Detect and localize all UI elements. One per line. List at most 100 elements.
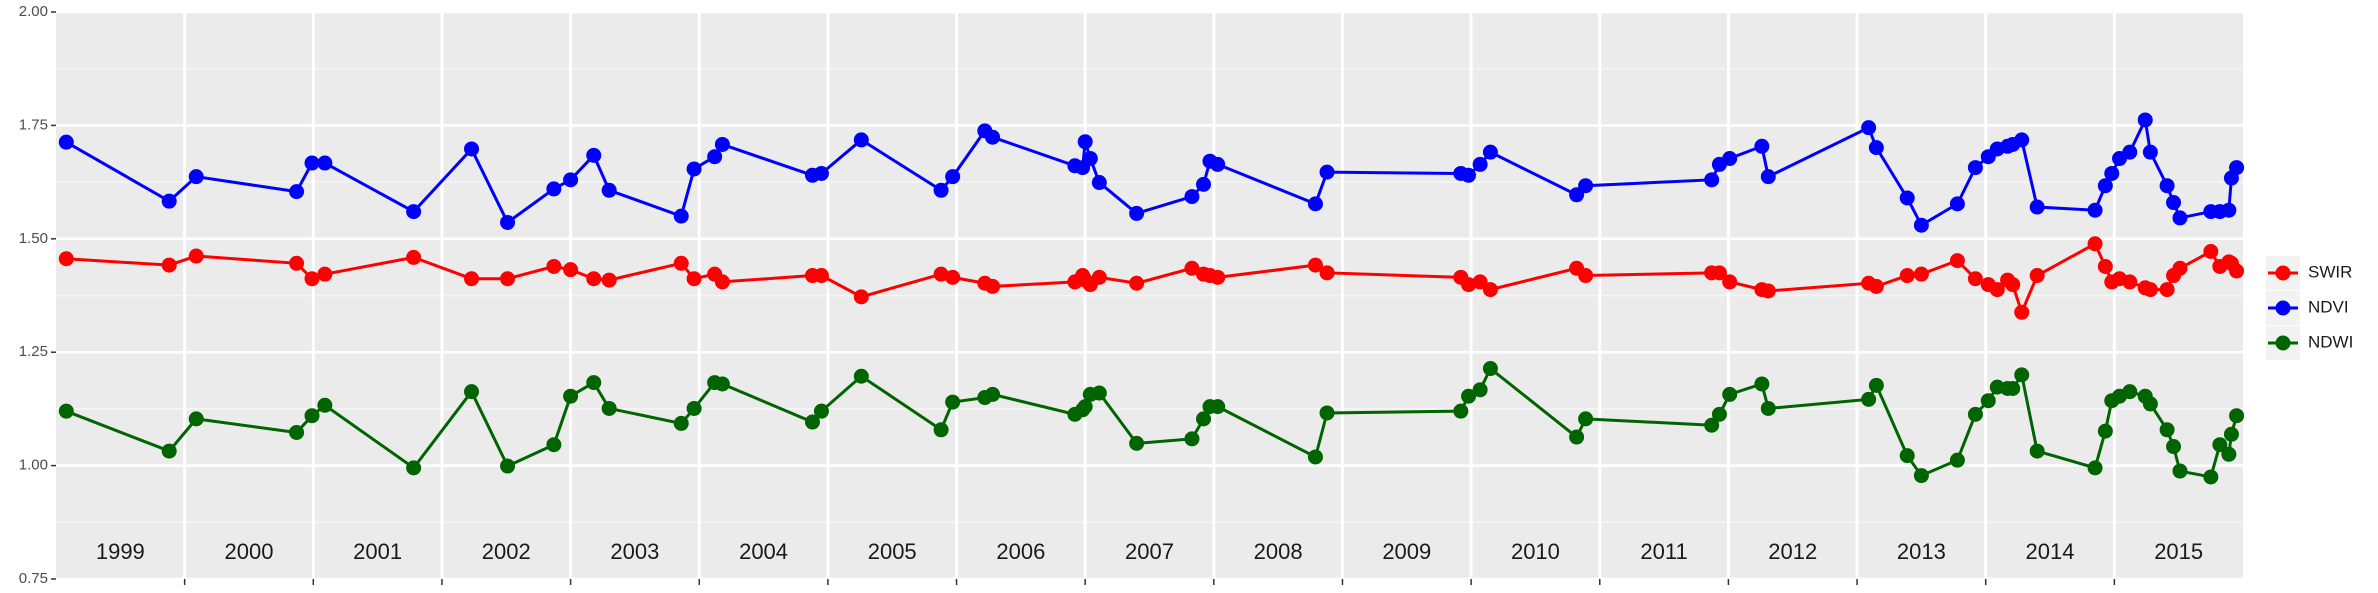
- data-point: [813, 403, 829, 419]
- data-point: [546, 437, 562, 453]
- data-point: [546, 181, 562, 197]
- data-point: [1569, 429, 1585, 445]
- year-label: 2014: [2026, 539, 2075, 564]
- data-point: [58, 251, 74, 267]
- data-point: [2014, 132, 2030, 148]
- data-point: [1319, 164, 1335, 180]
- data-point: [2142, 396, 2158, 412]
- data-point: [161, 257, 177, 273]
- data-point: [2229, 263, 2245, 279]
- data-point: [601, 400, 617, 416]
- data-point: [2104, 165, 2120, 181]
- year-label: 2004: [739, 539, 788, 564]
- data-point: [1967, 406, 1983, 422]
- data-point: [2142, 282, 2158, 298]
- data-point: [601, 182, 617, 198]
- data-point: [1196, 411, 1212, 427]
- data-point: [1722, 386, 1738, 402]
- data-point: [586, 147, 602, 163]
- data-point: [500, 214, 516, 230]
- data-point: [985, 386, 1001, 402]
- data-point: [1461, 167, 1477, 183]
- data-point: [1307, 257, 1323, 273]
- data-point: [1196, 176, 1212, 192]
- data-point: [2159, 282, 2175, 298]
- data-point: [161, 193, 177, 209]
- data-point: [2142, 144, 2158, 160]
- data-point: [985, 278, 1001, 294]
- data-point: [586, 271, 602, 287]
- data-point: [304, 271, 320, 287]
- data-point: [1319, 265, 1335, 281]
- data-point: [673, 415, 689, 431]
- data-point: [2203, 244, 2219, 260]
- data-point: [2221, 202, 2237, 218]
- data-point: [686, 271, 702, 287]
- data-point: [2122, 384, 2138, 400]
- year-label: 2007: [1125, 539, 1174, 564]
- data-point: [1482, 282, 1498, 298]
- data-point: [1899, 190, 1915, 206]
- data-point: [945, 169, 961, 185]
- data-point: [2223, 426, 2239, 442]
- data-point: [1899, 268, 1915, 284]
- data-point: [1949, 196, 1965, 212]
- data-point: [813, 165, 829, 181]
- data-point: [1077, 134, 1093, 150]
- y-tick-label: 2.00: [19, 3, 48, 20]
- data-point: [2212, 437, 2228, 453]
- year-label: 2012: [1768, 539, 1817, 564]
- data-point: [2159, 178, 2175, 194]
- data-point: [2029, 268, 2045, 284]
- data-point: [1861, 120, 1877, 136]
- year-label: 2001: [353, 539, 402, 564]
- year-label: 2000: [224, 539, 273, 564]
- data-point: [1578, 411, 1594, 427]
- data-point: [1482, 361, 1498, 377]
- year-label: 1999: [96, 539, 145, 564]
- data-point: [1129, 205, 1145, 221]
- data-point: [406, 249, 422, 265]
- data-point: [2014, 367, 2030, 383]
- data-point: [1210, 269, 1226, 285]
- data-point: [1899, 448, 1915, 464]
- data-point: [601, 272, 617, 288]
- data-point: [2122, 274, 2138, 290]
- data-point: [1861, 391, 1877, 407]
- data-point: [2172, 210, 2188, 226]
- data-point: [1760, 283, 1776, 299]
- year-label: 2002: [482, 539, 531, 564]
- data-point: [1091, 269, 1107, 285]
- year-label: 2011: [1640, 539, 1687, 564]
- year-label: 2005: [868, 539, 917, 564]
- data-point: [304, 408, 320, 424]
- year-label: 2008: [1254, 539, 1303, 564]
- data-point: [1472, 156, 1488, 172]
- data-point: [1453, 403, 1469, 419]
- data-point: [188, 169, 204, 185]
- year-label: 2003: [610, 539, 659, 564]
- data-point: [853, 132, 869, 148]
- data-point: [563, 388, 579, 404]
- data-point: [933, 422, 949, 438]
- y-tick-label: 1.25: [19, 343, 48, 360]
- data-point: [1472, 274, 1488, 290]
- data-point: [1091, 385, 1107, 401]
- data-point: [1913, 468, 1929, 484]
- data-point: [985, 129, 1001, 145]
- data-point: [2229, 408, 2245, 424]
- data-point: [1129, 435, 1145, 451]
- data-point: [1868, 377, 1884, 393]
- data-point: [2029, 199, 2045, 215]
- data-point: [304, 155, 320, 171]
- data-point: [2097, 258, 2113, 274]
- data-point: [1129, 275, 1145, 291]
- data-point: [289, 184, 305, 200]
- data-point: [289, 424, 305, 440]
- data-point: [1210, 156, 1226, 172]
- data-point: [1704, 417, 1720, 433]
- data-point: [1578, 178, 1594, 194]
- data-point: [317, 397, 333, 413]
- data-point: [853, 368, 869, 384]
